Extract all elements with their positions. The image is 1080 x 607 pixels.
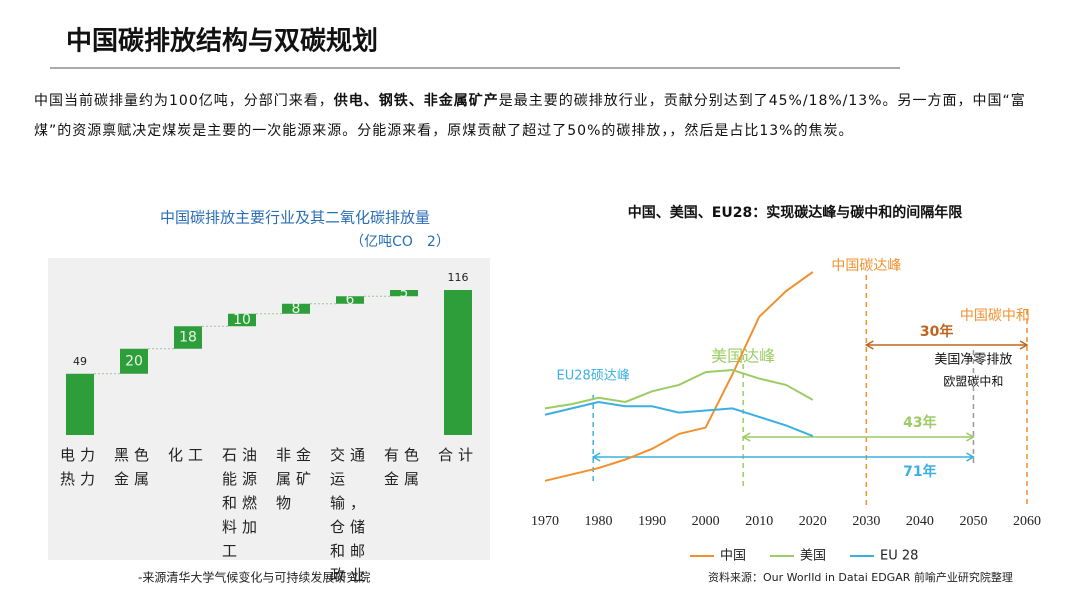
intro-bold: 供电、钢铁、非金属矿产 — [333, 93, 499, 109]
value-label: 18 — [179, 330, 197, 346]
series-line — [544, 271, 814, 482]
arrow-head — [741, 432, 975, 442]
x-tick-label: 1970 — [531, 514, 559, 529]
x-tick-label: 2020 — [799, 514, 827, 529]
category-label: 黑色金属 — [114, 446, 155, 488]
source: -来源清华大学气候变化与可持续发展研究院 — [138, 570, 370, 585]
bar — [282, 303, 310, 314]
bar — [336, 296, 364, 304]
value-label: 6 — [346, 292, 355, 308]
bar — [390, 290, 418, 297]
arrow-head — [591, 452, 975, 462]
x-tick-label: 2030 — [852, 514, 880, 529]
bar — [228, 313, 256, 327]
value-label: 10 — [233, 312, 251, 328]
bar — [444, 290, 472, 435]
intro: 中国当前碳排量约为100亿吨，分部门来看，供电、钢铁、非金属矿产是最主要的碳排放… — [34, 86, 1044, 146]
legend-label: EU 28 — [880, 549, 918, 564]
chart-bg — [48, 258, 490, 560]
category-label: 交通运输，仓储和邮政业 — [330, 446, 371, 584]
bar — [66, 373, 94, 435]
x-tick-label: 2010 — [745, 514, 773, 529]
category-label: 非金属矿物 — [276, 446, 317, 512]
category-label: 有色金属 — [384, 446, 425, 488]
bar — [120, 348, 148, 374]
intro-text: 是最主要的碳排放行业，贡献分别达到了45%/18%/13%。另一方面，中国“富煤… — [34, 93, 1026, 139]
series-line — [544, 400, 814, 438]
series-line — [544, 369, 814, 410]
category-label: 石油能源和燃料加工 — [222, 446, 263, 560]
x-tick-label: 2050 — [959, 514, 987, 529]
legend-label: 美国 — [800, 549, 826, 564]
value-label: 20 — [125, 353, 143, 369]
category-label: 合计 — [438, 446, 479, 464]
span-label: 71年 — [903, 463, 936, 480]
slide-title: 中国碳排放结构与双碳规划 — [66, 26, 378, 57]
chart-title: 中国碳排放主要行业及其二氧化碳排放量 — [160, 209, 430, 227]
arrow-head — [864, 340, 1029, 350]
note: 欧盟碳中和 — [943, 374, 1003, 389]
marker-label: EU28硕达峰 — [557, 369, 630, 384]
value-label: 5 — [400, 285, 409, 301]
x-tick-label: 2000 — [692, 514, 720, 529]
value-label: 116 — [448, 271, 469, 284]
marker-label: 中国碳中和 — [960, 308, 1030, 324]
category-label: 化工 — [168, 446, 209, 464]
value-label: 49 — [73, 355, 87, 368]
span-label: 43年 — [903, 414, 936, 431]
chart-title: 中国、美国、EU28：实现碳达峰与碳中和的间隔年限 — [628, 204, 962, 221]
span-label: 30年 — [920, 323, 953, 340]
bar — [174, 326, 202, 349]
legend-label: 中国 — [720, 549, 746, 564]
marker-label: 美国净零排放 — [934, 353, 1012, 368]
x-tick-label: 1990 — [638, 514, 666, 529]
x-tick-label: 2040 — [906, 514, 934, 529]
intro-text: 中国当前碳排量约为100亿吨，分部门来看， — [34, 93, 334, 109]
marker-label: 中国碳达峰 — [831, 258, 901, 274]
x-tick-label: 1980 — [585, 514, 613, 529]
chart-subtitle: （亿吨CO 2） — [350, 234, 450, 250]
source: 资料来源：Our WorlId in Datai EDGAR 前喻产业研究院整理 — [708, 570, 1013, 584]
marker-label: 美国达峰 — [711, 347, 775, 366]
category-label: 电力热力 — [60, 446, 101, 488]
x-tick-label: 2060 — [1013, 514, 1041, 529]
value-label: 8 — [292, 301, 301, 317]
